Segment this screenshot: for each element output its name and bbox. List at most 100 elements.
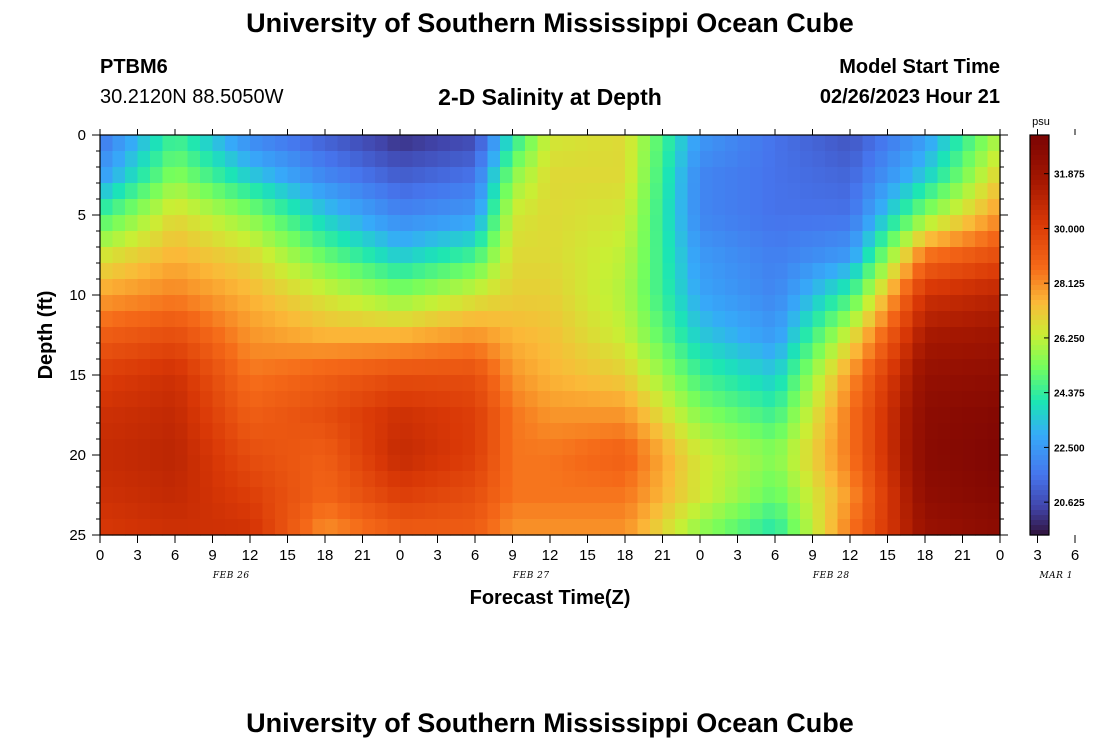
heatmap-cell bbox=[912, 215, 926, 232]
heatmap-cell bbox=[700, 503, 714, 520]
heatmap-cell bbox=[487, 519, 501, 536]
heatmap-cell bbox=[837, 183, 851, 200]
heatmap-cell bbox=[850, 167, 864, 184]
heatmap-cell bbox=[512, 215, 526, 232]
heatmap-cell bbox=[400, 247, 414, 264]
heatmap-cell bbox=[450, 519, 464, 536]
heatmap-cell bbox=[337, 135, 351, 152]
heatmap-cell bbox=[325, 519, 339, 536]
heatmap-cell bbox=[100, 327, 114, 344]
heatmap-cell bbox=[725, 455, 739, 472]
colorbar-tick-label: 24.375 bbox=[1054, 389, 1085, 400]
heatmap-cell bbox=[287, 375, 301, 392]
heatmap-cell bbox=[512, 359, 526, 376]
heatmap-cell bbox=[962, 503, 976, 520]
heatmap-cell bbox=[137, 327, 151, 344]
heatmap-cell bbox=[837, 455, 851, 472]
heatmap-cell bbox=[262, 407, 276, 424]
heatmap-cell bbox=[812, 151, 826, 168]
heatmap-cell bbox=[137, 295, 151, 312]
heatmap-cell bbox=[487, 359, 501, 376]
heatmap-cell bbox=[862, 295, 876, 312]
colorbar-segment bbox=[1030, 520, 1049, 526]
heatmap-cell bbox=[975, 455, 989, 472]
heatmap-cell bbox=[525, 151, 539, 168]
heatmap-cell bbox=[612, 135, 626, 152]
heatmap-cell bbox=[412, 359, 426, 376]
heatmap-cell bbox=[750, 263, 764, 280]
heatmap-cell bbox=[312, 215, 326, 232]
heatmap-cell bbox=[537, 327, 551, 344]
heatmap-cell bbox=[975, 487, 989, 504]
colorbar-segment bbox=[1030, 245, 1049, 251]
x-axis: 0 3 6 9 12 15 18 21 0 3 6 9 12 15 18 21 0 3 6 9 12 15 18 21 0 3 6F… bbox=[96, 129, 1079, 581]
heatmap-cell bbox=[200, 471, 214, 488]
heatmap-cell bbox=[987, 519, 1001, 536]
heatmap-cell bbox=[775, 167, 789, 184]
heatmap-cell bbox=[187, 471, 201, 488]
heatmap-cell bbox=[775, 439, 789, 456]
heatmap-cell bbox=[725, 295, 739, 312]
heatmap-cell bbox=[575, 231, 589, 248]
heatmap-cell bbox=[100, 471, 114, 488]
heatmap-cell bbox=[537, 487, 551, 504]
heatmap-cell bbox=[987, 231, 1001, 248]
heatmap-cell bbox=[975, 199, 989, 216]
heatmap-cell bbox=[662, 295, 676, 312]
heatmap-cell bbox=[137, 359, 151, 376]
heatmap-cell bbox=[962, 279, 976, 296]
heatmap-cell bbox=[962, 215, 976, 232]
heatmap-cell bbox=[237, 391, 251, 408]
heatmap-cell bbox=[200, 343, 214, 360]
heatmap-cell bbox=[362, 455, 376, 472]
heatmap-cell bbox=[562, 471, 576, 488]
heatmap-cell bbox=[337, 231, 351, 248]
heatmap-cell bbox=[987, 375, 1001, 392]
heatmap-cell bbox=[487, 439, 501, 456]
heatmap-cell bbox=[912, 183, 926, 200]
heatmap-cell bbox=[825, 471, 839, 488]
heatmap-cell bbox=[200, 423, 214, 440]
heatmap-cell bbox=[462, 423, 476, 440]
heatmap-cell bbox=[500, 231, 514, 248]
heatmap-cell bbox=[712, 151, 726, 168]
colorbar-segment bbox=[1030, 200, 1049, 206]
heatmap-cell bbox=[225, 423, 239, 440]
heatmap-cell bbox=[800, 135, 814, 152]
heatmap-cell bbox=[550, 247, 564, 264]
heatmap-cell bbox=[187, 199, 201, 216]
heatmap-cell bbox=[337, 503, 351, 520]
heatmap-cell bbox=[300, 375, 314, 392]
heatmap-cell bbox=[500, 471, 514, 488]
x-tick-label: 6 bbox=[1071, 547, 1079, 564]
heatmap-cell bbox=[525, 167, 539, 184]
heatmap-cell bbox=[600, 295, 614, 312]
heatmap-cell bbox=[362, 311, 376, 328]
heatmap-cell bbox=[200, 247, 214, 264]
heatmap-cell bbox=[325, 327, 339, 344]
x-tick-label: 0 bbox=[696, 547, 704, 564]
heatmap-cell bbox=[112, 215, 126, 232]
heatmap-cell bbox=[837, 519, 851, 536]
heatmap-cell bbox=[300, 519, 314, 536]
heatmap-cell bbox=[387, 215, 401, 232]
heatmap-cell bbox=[462, 407, 476, 424]
heatmap-cell bbox=[787, 167, 801, 184]
heatmap-cell bbox=[562, 183, 576, 200]
heatmap-cell bbox=[962, 407, 976, 424]
heatmap-cell bbox=[250, 247, 264, 264]
heatmap-cell bbox=[637, 247, 651, 264]
heatmap-cell bbox=[525, 247, 539, 264]
heatmap-cell bbox=[725, 407, 739, 424]
heatmap-cell bbox=[762, 215, 776, 232]
heatmap-cell bbox=[812, 503, 826, 520]
heatmap-cell bbox=[625, 279, 639, 296]
heatmap-cell bbox=[425, 391, 439, 408]
heatmap-cell bbox=[350, 231, 364, 248]
heatmap-cell bbox=[512, 167, 526, 184]
heatmap-cell bbox=[700, 455, 714, 472]
heatmap-cell bbox=[537, 151, 551, 168]
heatmap-cell bbox=[287, 487, 301, 504]
heatmap-cell bbox=[412, 247, 426, 264]
heatmap-cell bbox=[987, 471, 1001, 488]
